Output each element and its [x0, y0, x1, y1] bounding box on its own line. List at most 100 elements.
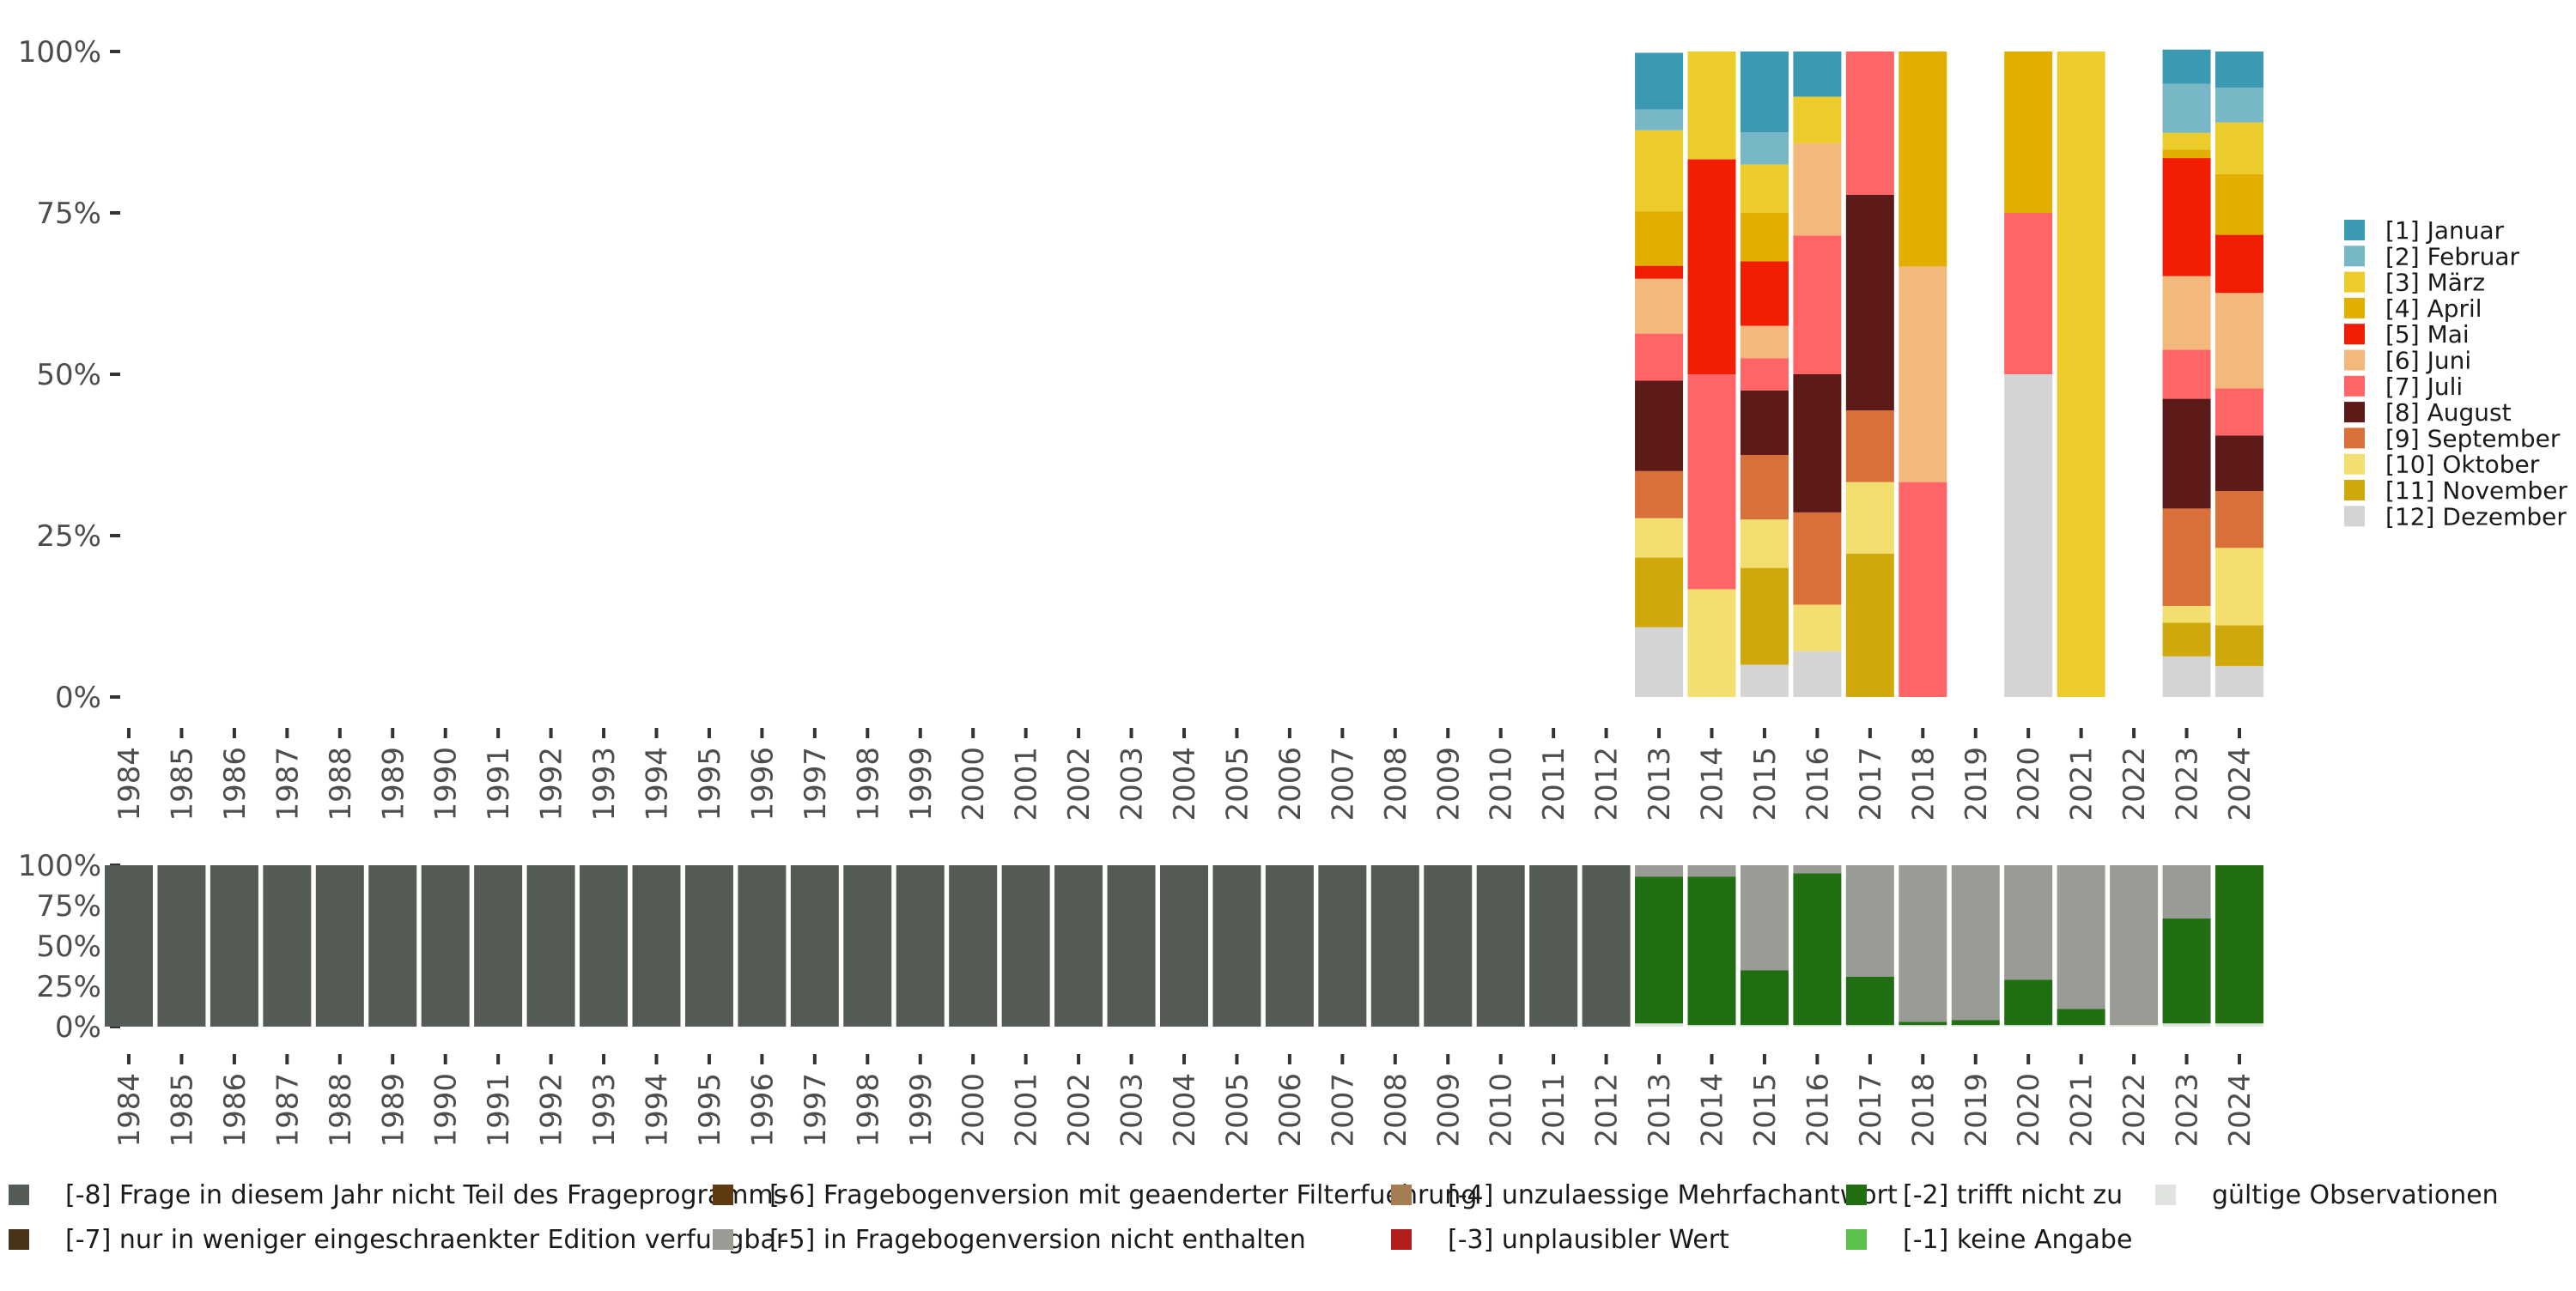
- top-bar-2013--10-oktober: [1635, 518, 1684, 558]
- top-bar-2023--12-dezember: [2162, 656, 2211, 697]
- top-legend-label: [4] April: [2385, 294, 2482, 323]
- bottom-legend-label: gültige Observationen: [2212, 1180, 2499, 1210]
- top-bar-2013--8-august: [1635, 380, 1684, 471]
- bottom-bar-2021--5-in-fragebogenversion-nicht-enthalten: [2057, 865, 2105, 1009]
- top-x-tick-label: 2005: [1220, 747, 1255, 821]
- top-bar-2018--7-juli: [1899, 482, 1947, 697]
- bottom-bar-2021--2-trifft-nicht-zu: [2057, 1009, 2105, 1026]
- bottom-bar-2010--8-frage-in-diesem-jahr-nicht-teil-des-frageprogramms: [1476, 865, 1525, 1027]
- top-x-tick-label: 1999: [904, 747, 939, 821]
- bottom-x-tick-label: 2007: [1326, 1073, 1360, 1148]
- bottom-legend-swatch: [713, 1185, 733, 1205]
- bottom-x-tick-label: 1989: [376, 1073, 410, 1148]
- top-x-tick-label: 2001: [1010, 747, 1044, 821]
- bottom-bar-2015--5-in-fragebogenversion-nicht-enthalten: [1740, 865, 1789, 971]
- top-bar-2024--6-juni: [2215, 293, 2263, 389]
- top-bar-2017--9-september: [1845, 410, 1894, 482]
- bottom-x-tick-label: 2011: [1537, 1073, 1571, 1148]
- top-x-tick-label: 2013: [1643, 747, 1677, 821]
- bottom-bar-2002--8-frage-in-diesem-jahr-nicht-teil-des-frageprogramms: [1054, 865, 1103, 1027]
- top-x-tick-label: 1989: [376, 747, 410, 821]
- bottom-y-tick-label: 25%: [36, 970, 101, 1004]
- bottom-x-tick-label: 2006: [1273, 1073, 1308, 1148]
- bottom-x-tick-label: 2009: [1431, 1073, 1466, 1148]
- top-bar-2015--2-februar: [1740, 132, 1789, 165]
- bottom-x-tick-label: 2018: [1906, 1073, 1941, 1148]
- bottom-legend-swatch: [9, 1229, 29, 1250]
- top-chart-monthly-distribution: 0% 25% 50% 75% 100% 1984 1985 1986 1987 1988 1989 1…: [18, 35, 2263, 821]
- top-bar-2024--10-oktober: [2215, 548, 2263, 626]
- top-legend-swatch: [2344, 297, 2365, 318]
- top-legend-swatch: [2344, 245, 2365, 267]
- top-x-tick-label: 2010: [1485, 747, 1519, 821]
- top-bar-2020--12-dezember: [2004, 374, 2053, 697]
- bottom-legend-label: [-5] in Fragebogenversion nicht enthalte…: [769, 1225, 1306, 1255]
- bottom-legend-label: [-4] unzulaessige Mehrfachantwort: [1448, 1180, 1898, 1210]
- top-x-tick-label: 2009: [1431, 747, 1466, 821]
- bottom-bar-1986--8-frage-in-diesem-jahr-nicht-teil-des-frageprogramms: [210, 865, 258, 1027]
- top-bar-2023--6-juni: [2162, 276, 2211, 350]
- bottom-bar-2018--5-in-fragebogenversion-nicht-enthalten: [1899, 865, 1947, 1022]
- bottom-bar-1996--8-frage-in-diesem-jahr-nicht-teil-des-frageprogramms: [738, 865, 787, 1027]
- top-legend-swatch: [2344, 375, 2365, 397]
- top-legend-label: [8] August: [2385, 398, 2512, 427]
- top-x-tick-label: 2020: [2012, 747, 2046, 821]
- bottom-legend-label: [-8] Frage in diesem Jahr nicht Teil des…: [65, 1180, 787, 1210]
- top-legend-label: [2] Februar: [2385, 242, 2520, 270]
- bottom-bar-2016-g-ltige-observationen: [1793, 1025, 1842, 1027]
- top-y-tick-label: 0%: [55, 681, 101, 715]
- top-legend-label: [9] September: [2385, 424, 2561, 452]
- bottom-x-tick-label: 2005: [1220, 1073, 1255, 1148]
- bottom-x-tick-label: 2001: [1010, 1073, 1044, 1148]
- top-bar-2023--5-mai: [2162, 158, 2211, 276]
- top-bar-2023--4-april: [2162, 149, 2211, 159]
- bottom-bar-2023--5-in-fragebogenversion-nicht-enthalten: [2162, 865, 2211, 919]
- bottom-bar-2020--5-in-fragebogenversion-nicht-enthalten: [2004, 865, 2053, 980]
- bottom-x-tick-label: 2015: [1748, 1073, 1783, 1148]
- bottom-bar-1997--8-frage-in-diesem-jahr-nicht-teil-des-frageprogramms: [790, 865, 839, 1027]
- top-bar-2014--10-oktober: [1687, 589, 1736, 697]
- bottom-bar-1993--8-frage-in-diesem-jahr-nicht-teil-des-frageprogramms: [580, 865, 629, 1027]
- bottom-bar-2013--5-in-fragebogenversion-nicht-enthalten: [1635, 865, 1684, 877]
- top-bar-2023--10-oktober: [2162, 605, 2211, 623]
- bottom-bar-2006--8-frage-in-diesem-jahr-nicht-teil-des-frageprogramms: [1265, 865, 1314, 1027]
- bottom-x-tick-label: 1990: [429, 1073, 464, 1148]
- bottom-bar-2008--8-frage-in-diesem-jahr-nicht-teil-des-frageprogramms: [1370, 865, 1419, 1027]
- bottom-bar-2021-g-ltige-observationen: [2057, 1025, 2105, 1027]
- bottom-bar-2016--2-trifft-nicht-zu: [1793, 873, 1842, 1026]
- bottom-x-tick-label: 2008: [1379, 1073, 1413, 1148]
- top-bar-2017--11-november: [1845, 554, 1894, 697]
- top-bar-2016--8-august: [1793, 374, 1842, 512]
- bottom-bar-2018-g-ltige-observationen: [1899, 1025, 1947, 1027]
- bottom-bar-2024--2-trifft-nicht-zu: [2215, 865, 2263, 1024]
- top-bar-2024--5-mai: [2215, 234, 2263, 294]
- top-bar-2017--7-juli: [1845, 52, 1894, 195]
- bottom-legend-label: [-6] Fragebogenversion mit geaenderter F…: [769, 1180, 1477, 1210]
- bottom-bar-2017--5-in-fragebogenversion-nicht-enthalten: [1845, 865, 1894, 977]
- top-bar-2023--2-februar: [2162, 83, 2211, 133]
- bottom-x-tick-label: 1984: [112, 1073, 147, 1148]
- top-bar-2024--7-juli: [2215, 388, 2263, 436]
- top-legend-swatch: [2344, 480, 2365, 500]
- top-y-tick-label: 100%: [18, 35, 101, 70]
- top-bar-2015--8-august: [1740, 390, 1789, 455]
- top-bar-2023--1-januar: [2162, 49, 2211, 84]
- bottom-bar-2015--2-trifft-nicht-zu: [1740, 970, 1789, 1026]
- top-bar-2017--8-august: [1845, 194, 1894, 411]
- top-bar-2015--6-juni: [1740, 325, 1789, 359]
- top-x-tick-label: 2004: [1168, 747, 1202, 821]
- top-bar-2023--11-november: [2162, 622, 2211, 657]
- bottom-y-tick-label: 75%: [36, 889, 101, 924]
- top-bar-2024--8-august: [2215, 435, 2263, 492]
- top-bar-2024--1-januar: [2215, 52, 2263, 88]
- top-x-tick-label: 1991: [482, 747, 516, 821]
- top-y-tick-label: 50%: [36, 358, 101, 392]
- bottom-x-tick-label: 1988: [324, 1073, 358, 1148]
- bottom-legend-swatch: [1846, 1185, 1867, 1205]
- bottom-x-tick-label: 1997: [799, 1073, 833, 1148]
- bottom-bar-2019--5-in-fragebogenversion-nicht-enthalten: [1951, 865, 2000, 1021]
- bottom-x-tick-label: 2022: [2117, 1073, 2152, 1148]
- bottom-bar-2020--2-trifft-nicht-zu: [2004, 979, 2053, 1026]
- bottom-x-tick-label: 1999: [904, 1073, 939, 1148]
